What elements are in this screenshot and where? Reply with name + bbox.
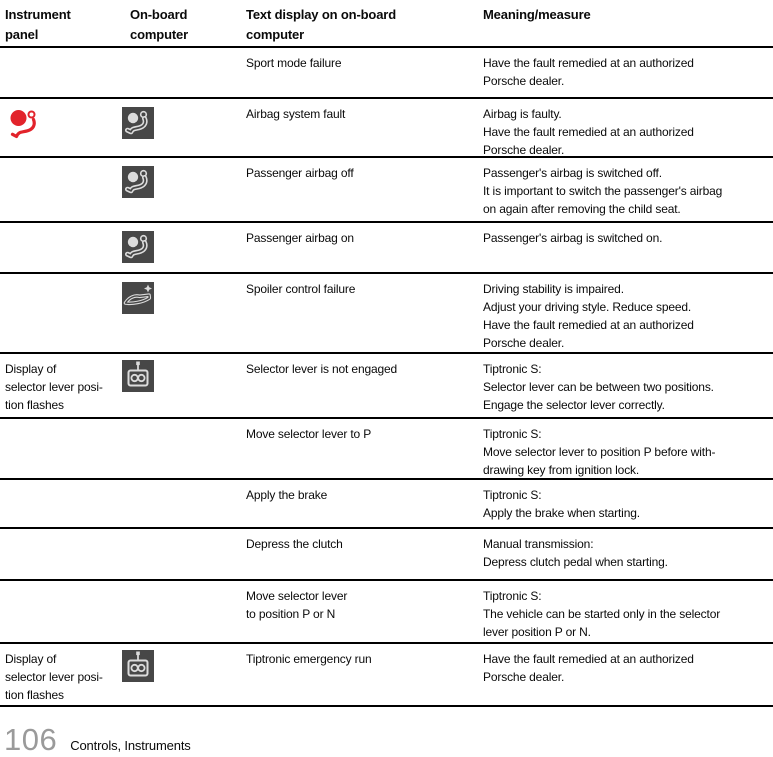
header-text-display: Text display on on-board computer [246,5,483,46]
meaning-line: Move selector lever to position P before… [483,445,716,459]
meaning-line: Porsche dealer. [483,670,565,684]
meaning-line: Depress clutch pedal when starting. [483,555,668,569]
page-footer: 106 Controls, Instruments [4,724,191,756]
table-row: Display of selector lever posi- tion fla… [0,354,773,419]
header-line: Text display on on-board [246,7,397,22]
text-display-line: Apply the brake [246,488,328,502]
table-row: Display of selector lever posi- tion fla… [0,644,773,707]
meaning-line: Passenger's airbag is switched on. [483,231,663,245]
meaning-line: Tiptronic S: [483,488,542,502]
header-line: computer [246,27,305,42]
warning-table: Instrument panel On-board computer Text … [0,0,773,707]
table-header-row: Instrument panel On-board computer Text … [0,0,773,48]
airbag-indicator-icon [122,107,154,139]
meaning-line: Have the fault remedied at an authorized [483,56,694,70]
table-row: Passenger airbag on Passenger's airbag i… [0,223,773,274]
text-display-line: Tiptronic emergency run [246,652,372,666]
text-display-line: Move selector lever to P [246,427,372,441]
meaning-line: Tiptronic S: [483,427,542,441]
meaning-line: Engage the selector lever correctly. [483,398,665,412]
meaning-line: It is important to switch the passenger'… [483,184,723,198]
header-line: Instrument [5,7,71,22]
airbag-warning-icon [10,110,36,139]
meaning-line: Adjust your driving style. Reduce speed. [483,300,692,314]
meaning-line: Have the fault remedied at an authorized [483,318,694,332]
meaning-line: Passenger's airbag is switched off. [483,166,662,180]
text-display-line: Move selector lever [246,589,348,603]
spoiler-control-icon [122,282,154,314]
meaning-line: Airbag is faulty. [483,107,562,121]
selector-lever-display-icon [122,650,154,682]
text-display-line: Spoiler control failure [246,282,356,296]
selector-lever-display-icon [122,360,154,392]
meaning-line: Driving stability is impaired. [483,282,624,296]
table-row: Move selector lever to P Tiptronic S: Mo… [0,419,773,480]
table-row: Spoiler control failure Driving stabilit… [0,274,773,354]
meaning-line: Porsche dealer. [483,336,565,350]
table-row: Passenger airbag off Passenger's airbag … [0,158,773,223]
panel-note-line: Display of [5,652,57,666]
meaning-line: The vehicle can be started only in the s… [483,607,721,621]
meaning-line: Have the fault remedied at an authorized [483,125,694,139]
header-line: computer [130,27,189,42]
airbag-indicator-icon [122,231,154,263]
meaning-line: on again after removing the child seat. [483,202,681,216]
header-line: Meaning/measure [483,7,591,22]
text-display-line: Sport mode failure [246,56,342,70]
panel-note-line: selector lever posi- [5,380,103,394]
page-number: 106 [4,722,58,757]
table-row: Depress the clutch Manual transmission: … [0,529,773,581]
header-meaning-measure: Meaning/measure [483,5,773,46]
text-display-line: Passenger airbag on [246,231,354,245]
meaning-line: Tiptronic S: [483,589,542,603]
panel-note-line: selector lever posi- [5,670,103,684]
text-display-line: Depress the clutch [246,537,343,551]
header-instrument-panel: Instrument panel [0,5,120,46]
text-display-line: Passenger airbag off [246,166,354,180]
meaning-line: Manual transmission: [483,537,594,551]
meaning-line: Apply the brake when starting. [483,506,640,520]
airbag-indicator-icon [122,166,154,198]
panel-note-line: Display of [5,362,57,376]
table-row: Apply the brake Tiptronic S: Apply the b… [0,480,773,529]
table-row: Airbag system fault Airbag is faulty. Ha… [0,99,773,158]
table-row: Sport mode failure Have the fault remedi… [0,48,773,99]
meaning-line: Have the fault remedied at an authorized [483,652,694,666]
text-display-line: Airbag system fault [246,107,346,121]
footer-section-label: Controls, Instruments [70,738,191,753]
meaning-line: Selector lever can be between two positi… [483,380,714,394]
panel-note-line: tion flashes [5,688,64,702]
meaning-line: drawing key from ignition lock. [483,463,640,477]
table-row: Move selector lever to position P or N T… [0,581,773,644]
header-line: panel [5,27,39,42]
header-line: On-board [130,7,188,22]
panel-note-line: tion flashes [5,398,64,412]
meaning-line: Porsche dealer. [483,143,565,157]
header-onboard-computer: On-board computer [120,5,246,46]
meaning-line: Tiptronic S: [483,362,542,376]
meaning-line: Porsche dealer. [483,74,565,88]
meaning-line: lever position P or N. [483,625,591,639]
text-display-line: Selector lever is not engaged [246,362,398,376]
text-display-line: to position P or N [246,607,336,621]
